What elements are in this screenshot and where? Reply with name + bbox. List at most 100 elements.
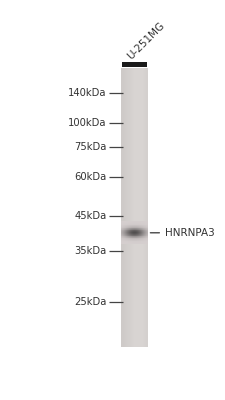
Bar: [143, 240, 144, 241]
Bar: [133, 226, 134, 228]
Bar: [146, 234, 147, 236]
Bar: [136, 228, 137, 229]
Bar: [142, 234, 143, 235]
Bar: [134, 226, 135, 227]
Bar: [130, 240, 131, 241]
Bar: [143, 238, 144, 239]
Bar: [140, 234, 141, 236]
Bar: [122, 225, 123, 226]
Bar: [146, 68, 147, 347]
Bar: [141, 224, 142, 225]
Bar: [128, 234, 129, 235]
Bar: [138, 232, 139, 233]
Bar: [133, 68, 134, 347]
Bar: [122, 68, 148, 347]
Bar: [135, 238, 136, 239]
Bar: [137, 239, 138, 240]
Bar: [137, 226, 138, 227]
Bar: [144, 238, 145, 239]
Bar: [135, 229, 136, 230]
Bar: [132, 226, 133, 227]
Bar: [145, 68, 146, 347]
Bar: [141, 240, 142, 241]
Bar: [124, 241, 125, 242]
Bar: [143, 229, 144, 230]
Bar: [123, 235, 124, 236]
Bar: [144, 242, 145, 244]
Bar: [130, 236, 131, 237]
Bar: [125, 242, 126, 243]
Bar: [142, 228, 143, 229]
Bar: [127, 227, 128, 228]
Bar: [122, 226, 123, 227]
Bar: [143, 235, 144, 236]
Bar: [133, 231, 134, 232]
Bar: [126, 232, 127, 233]
Bar: [138, 227, 139, 228]
Bar: [137, 223, 138, 224]
Bar: [135, 231, 136, 232]
Bar: [140, 231, 141, 232]
Bar: [142, 241, 143, 242]
Bar: [131, 223, 132, 224]
Bar: [125, 242, 126, 244]
Bar: [122, 230, 123, 231]
Bar: [135, 222, 136, 223]
Bar: [147, 229, 148, 230]
Bar: [135, 232, 136, 233]
Bar: [136, 241, 137, 242]
Bar: [142, 242, 143, 243]
Bar: [134, 240, 135, 241]
Bar: [130, 230, 131, 231]
Bar: [142, 222, 143, 223]
Bar: [133, 240, 134, 241]
Bar: [123, 224, 124, 225]
Bar: [145, 230, 146, 231]
Bar: [122, 235, 123, 236]
Bar: [137, 233, 138, 234]
Bar: [137, 236, 138, 237]
Bar: [145, 234, 146, 235]
Bar: [131, 240, 132, 241]
Bar: [122, 238, 123, 239]
Bar: [146, 231, 147, 232]
Bar: [142, 224, 143, 225]
Bar: [123, 239, 124, 240]
Bar: [142, 235, 143, 236]
Bar: [139, 232, 140, 233]
Bar: [132, 227, 133, 228]
Bar: [141, 234, 142, 235]
Bar: [137, 224, 138, 225]
Bar: [130, 224, 131, 225]
Bar: [128, 239, 129, 240]
Bar: [123, 233, 124, 234]
Bar: [130, 226, 131, 227]
Bar: [131, 226, 132, 227]
Bar: [130, 227, 131, 228]
Bar: [140, 242, 141, 244]
Bar: [124, 228, 125, 229]
Bar: [145, 240, 146, 241]
Bar: [134, 229, 135, 230]
Bar: [131, 226, 132, 228]
Bar: [130, 241, 131, 242]
Bar: [138, 240, 139, 241]
Bar: [144, 242, 145, 243]
Bar: [129, 239, 130, 240]
Bar: [127, 234, 128, 235]
Bar: [129, 242, 130, 243]
Bar: [134, 226, 135, 228]
Bar: [134, 224, 135, 225]
Bar: [146, 240, 147, 241]
Bar: [139, 228, 140, 229]
Bar: [141, 233, 142, 234]
Bar: [144, 222, 145, 223]
Bar: [124, 236, 125, 237]
Bar: [130, 234, 131, 236]
Bar: [132, 240, 133, 241]
Bar: [124, 237, 125, 238]
Bar: [129, 224, 130, 225]
Bar: [136, 235, 137, 236]
Bar: [122, 227, 123, 228]
Bar: [144, 239, 145, 240]
